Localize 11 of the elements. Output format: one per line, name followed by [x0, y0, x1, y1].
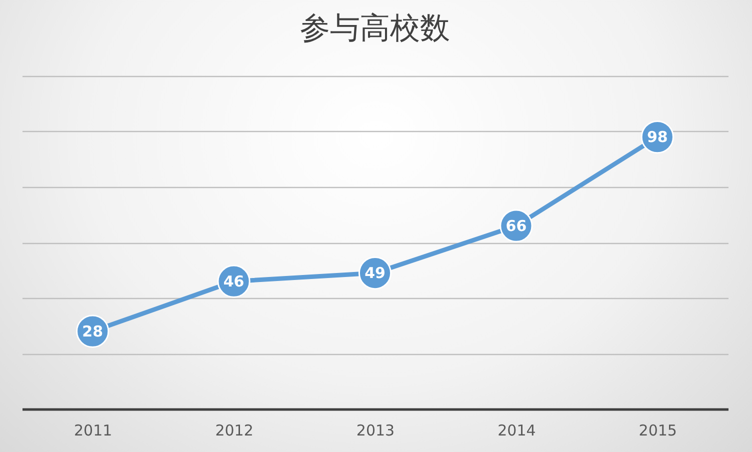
- x-tick-label: 2013: [356, 422, 395, 440]
- data-label: 28: [82, 322, 104, 340]
- data-label: 98: [646, 128, 668, 146]
- chart-title: 参与高校数: [300, 11, 450, 46]
- x-tick-label: 2014: [498, 422, 536, 440]
- data-label: 46: [223, 272, 244, 290]
- data-label: 49: [364, 264, 386, 282]
- x-tick-label: 2011: [74, 422, 112, 440]
- data-label: 66: [506, 216, 527, 235]
- x-tick-label: 2012: [215, 422, 254, 440]
- x-tick-label: 2015: [638, 422, 677, 440]
